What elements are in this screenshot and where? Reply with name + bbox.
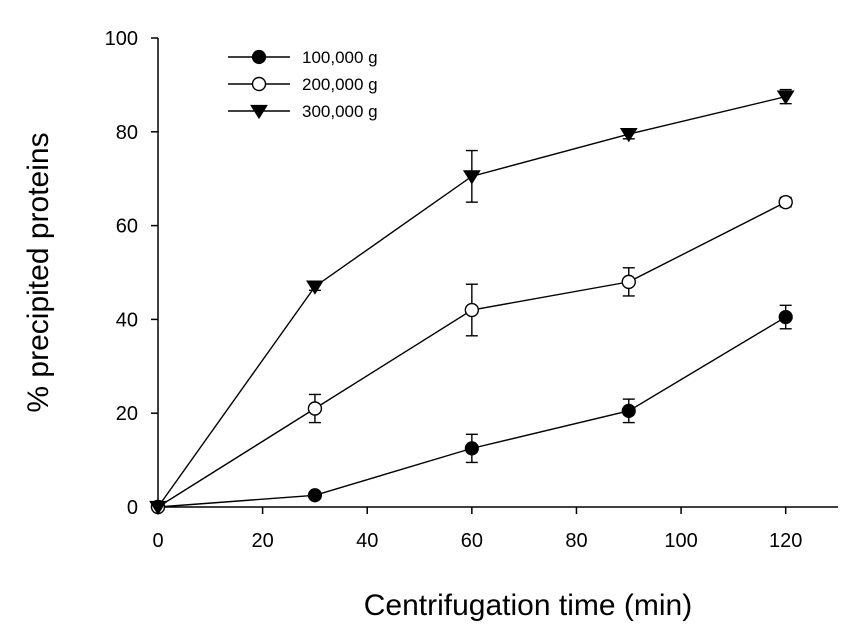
data-point [778, 309, 793, 325]
data-point [307, 488, 323, 503]
legend-label: 200,000 g [302, 75, 378, 94]
axes [157, 38, 838, 508]
y-tick-label: 100 [105, 28, 138, 50]
legend-marker [251, 49, 267, 65]
x-tick-label: 60 [461, 530, 483, 552]
series-layer [149, 88, 795, 516]
x-tick-label: 40 [356, 530, 378, 552]
y-tick-label: 0 [127, 497, 138, 519]
data-point [619, 128, 638, 143]
data-point [464, 441, 479, 456]
data-point [621, 274, 636, 290]
series-1 [150, 304, 793, 515]
legend-marker [251, 76, 267, 92]
data-point [306, 280, 324, 295]
series-2 [150, 194, 793, 515]
x-ticks: 0 20 40 60 80 100 120 [152, 507, 802, 552]
y-tick-label: 60 [116, 216, 138, 238]
data-point [462, 170, 481, 185]
data-point [776, 90, 795, 105]
data-point [307, 401, 323, 416]
data-point [778, 194, 793, 210]
x-tick-label: 80 [565, 530, 587, 552]
y-tick-label: 40 [116, 309, 138, 331]
y-tick-label: 20 [116, 403, 138, 425]
x-tick-label: 100 [664, 530, 697, 552]
legend-label: 300,000 g [302, 102, 378, 121]
legend-marker [250, 104, 268, 120]
y-tick-label: 80 [116, 122, 138, 144]
series-line [157, 316, 787, 508]
x-tick-label: 20 [251, 530, 273, 552]
series-3 [149, 88, 795, 516]
legend: 100,000 g 200,000 g 300,000 g [228, 48, 378, 121]
y-ticks: 0 20 40 60 80 100 [105, 28, 158, 519]
x-axis-label: Centrifugation time (min) [364, 589, 692, 622]
data-point [621, 403, 636, 418]
x-tick-label: 120 [769, 530, 802, 552]
y-axis-label: % precipited proteins [22, 132, 55, 412]
legend-label: 100,000 g [302, 48, 378, 67]
x-tick-label: 0 [152, 530, 163, 552]
data-point [149, 500, 167, 516]
data-point [464, 302, 480, 318]
